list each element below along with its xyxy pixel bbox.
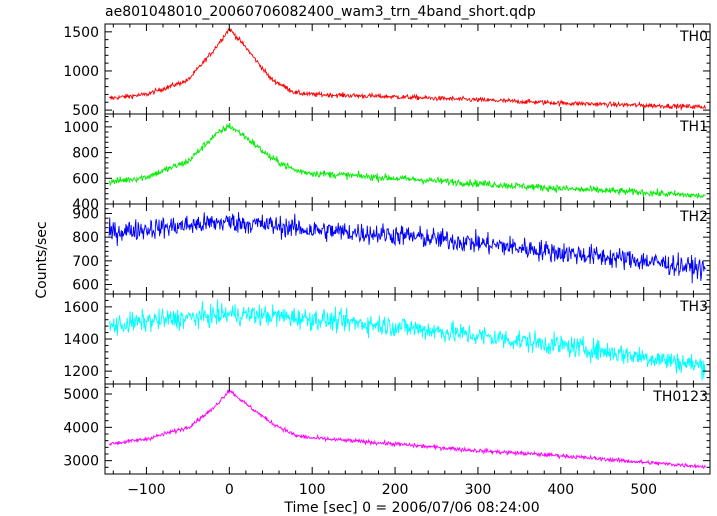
x-tick-label: 300 [465,482,492,498]
panel-frame [104,23,711,115]
y-tick-label: 1000 [63,120,99,136]
y-tick-label: 700 [72,254,99,270]
panel-th0123: 3000 4000 5000 TH0123 [63,383,711,475]
panel-th3: 1200 1400 1600 TH3 [63,293,711,385]
x-axis-ticks: −100 0 100 200 300 400 500 [127,482,657,498]
y-tick-label: 3000 [63,454,99,470]
y-tick-label: 1500 [63,25,99,41]
x-tick-label: −100 [127,482,165,498]
y-tick-label: 1000 [63,64,99,80]
x-tick-label: 100 [299,482,326,498]
y-tick-label: 4000 [63,420,99,436]
series-line-th3 [108,299,706,381]
x-tick-label: 200 [382,482,409,498]
panel-label-th2: TH2 [679,209,708,225]
panel-th2: 600 700 800 900 TH2 [72,203,711,295]
series-line-th0 [108,28,706,112]
y-tick-label: 900 [72,206,99,222]
y-tick-label: 1600 [63,300,99,316]
y-axis-label: Counts/sec [34,221,50,298]
panel-label-th3: TH3 [679,299,708,315]
x-tick-label: 400 [547,482,574,498]
panel-th0: 500 1000 1500 TH0 [63,23,711,119]
panel-frame [104,383,711,475]
y-tick-label: 1200 [63,364,99,380]
panel-th1: 400 600 800 1000 TH1 [63,113,711,213]
y-tick-label: 5000 [63,387,99,403]
y-tick-label: 800 [72,146,99,162]
y-tick-label: 1400 [63,332,99,348]
series-line-th1 [108,122,706,199]
panel-label-th0123: TH0123 [652,389,708,405]
series-line-th0123 [108,389,706,470]
y-tick-label: 400 [72,197,99,213]
y-tick-label: 800 [72,230,99,246]
panel-frame [104,293,711,385]
x-tick-label: 500 [630,482,657,498]
y-tick-label: 600 [72,278,99,294]
panel-label-th0: TH0 [679,29,708,45]
y-tick-label: 600 [72,171,99,187]
x-tick-label: 0 [225,482,234,498]
panel-label-th1: TH1 [679,119,708,135]
y-tick-label: 500 [72,103,99,119]
x-axis-label: Time [sec] 0 = 2006/07/06 08:24:00 [283,500,539,516]
chart-title: ae801048010_20060706082400_wam3_trn_4ban… [105,4,536,20]
series-line-th2 [108,212,706,284]
